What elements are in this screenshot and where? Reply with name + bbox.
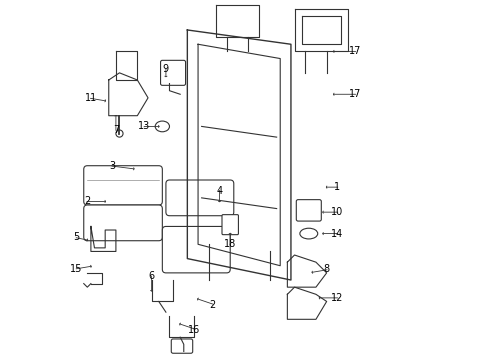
Text: 12: 12 bbox=[330, 293, 343, 303]
Text: 17: 17 bbox=[348, 89, 361, 99]
Text: 16: 16 bbox=[188, 325, 200, 335]
Text: 11: 11 bbox=[84, 93, 97, 103]
Text: 6: 6 bbox=[148, 271, 154, 282]
FancyBboxPatch shape bbox=[160, 60, 185, 85]
FancyBboxPatch shape bbox=[162, 226, 230, 273]
FancyBboxPatch shape bbox=[171, 339, 192, 353]
Text: 9: 9 bbox=[163, 64, 169, 74]
FancyBboxPatch shape bbox=[83, 166, 162, 205]
FancyBboxPatch shape bbox=[296, 200, 321, 221]
Text: 7: 7 bbox=[113, 125, 119, 135]
Text: 14: 14 bbox=[330, 229, 343, 239]
FancyBboxPatch shape bbox=[165, 180, 233, 216]
Text: 18: 18 bbox=[224, 239, 236, 249]
Text: 15: 15 bbox=[70, 264, 82, 274]
FancyBboxPatch shape bbox=[83, 205, 162, 241]
Text: 3: 3 bbox=[109, 161, 115, 171]
Text: 5: 5 bbox=[73, 232, 80, 242]
Ellipse shape bbox=[299, 228, 317, 239]
Ellipse shape bbox=[155, 121, 169, 132]
Text: 13: 13 bbox=[138, 121, 150, 131]
Text: 17: 17 bbox=[348, 46, 361, 57]
Text: 1: 1 bbox=[334, 182, 340, 192]
Text: 10: 10 bbox=[330, 207, 343, 217]
Text: 8: 8 bbox=[323, 264, 329, 274]
FancyBboxPatch shape bbox=[222, 215, 238, 235]
Circle shape bbox=[116, 130, 123, 137]
Text: 4: 4 bbox=[216, 186, 222, 196]
Text: 2: 2 bbox=[209, 300, 215, 310]
Text: 2: 2 bbox=[84, 197, 90, 206]
